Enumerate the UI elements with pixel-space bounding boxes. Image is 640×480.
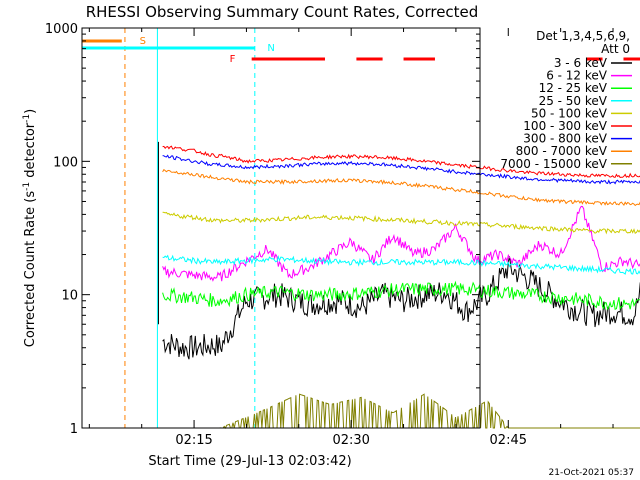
- series-line-3-6-kev: [162, 256, 640, 360]
- legend-title-line2: Att 0: [601, 42, 630, 56]
- plot-area: S N F: [81, 28, 640, 429]
- chart-title: RHESSI Observing Summary Count Rates, Co…: [86, 3, 479, 21]
- legend-label-7000-15000-kev: 7000 - 15000 keV: [500, 157, 607, 171]
- legend-label-12-25-kev: 12 - 25 keV: [539, 81, 608, 95]
- annotation-f: F: [230, 54, 236, 65]
- series-line-300-800-kev: [162, 154, 640, 185]
- y-tick-label: 1: [70, 422, 78, 437]
- legend-label-300-800-kev: 300 - 800 keV: [523, 132, 607, 146]
- legend-title-line1: Det 1,3,4,5,6,9,: [536, 29, 630, 43]
- footer-date: 21-Oct-2021 05:37: [549, 468, 634, 478]
- series-line-7000-15000-kev: [162, 393, 640, 429]
- x-tick-label: 02:15: [175, 433, 212, 448]
- series-line-6-12-kev: [162, 205, 640, 282]
- x-tick-label: 02:45: [490, 433, 527, 448]
- annotation-n: N: [267, 43, 274, 54]
- y-tick-label: 1000: [45, 22, 78, 37]
- plot-frame: [81, 27, 481, 429]
- legend-label-800-7000-kev: 800 - 7000 keV: [516, 144, 608, 158]
- y-tick-label: 100: [53, 155, 78, 170]
- x-tick-label: 02:30: [332, 433, 369, 448]
- series-line-100-300-kev: [162, 145, 640, 179]
- legend-label-100-300-kev: 100 - 300 keV: [523, 119, 607, 133]
- y-axis-label: Corrected Count Rate (s-1 detector-1): [22, 109, 38, 347]
- series-line-800-7000-kev: [162, 168, 640, 207]
- series-line-12-25-kev: [162, 280, 640, 311]
- legend-label-6-12-kev: 6 - 12 keV: [546, 69, 608, 83]
- y-axis: 1 10 100 1000: [45, 22, 480, 437]
- series-line-25-50-kev: [162, 254, 640, 275]
- annotation-s: S: [140, 36, 146, 47]
- legend-label-3-6-kev: 3 - 6 keV: [554, 56, 608, 70]
- x-axis-label: Start Time (29-Jul-13 02:03:42): [148, 454, 351, 469]
- series-line-50-100-kev: [162, 211, 640, 235]
- legend-label-50-100-kev: 50 - 100 keV: [531, 106, 608, 120]
- y-tick-label: 10: [61, 289, 78, 304]
- legend-label-25-50-kev: 25 - 50 keV: [539, 94, 608, 108]
